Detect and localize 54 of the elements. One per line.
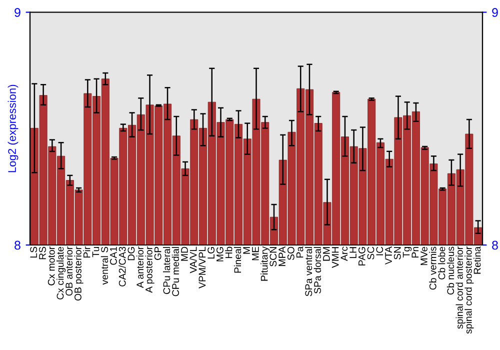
x-tick-label: SPa ventral (304, 247, 312, 296)
x-tick-label: Cb nucleus (446, 246, 454, 295)
x-tick-label: PAG (358, 247, 366, 266)
x-tick-label: VMH (332, 247, 339, 268)
x-tick-label: Pir (83, 246, 90, 258)
x-tick-label: IC (376, 246, 384, 256)
x-tick-label: Pa (296, 246, 304, 258)
x-tick-label: MG (216, 247, 224, 262)
y2-tick-label: 9 (492, 8, 498, 17)
x-tick-label: M (243, 247, 250, 254)
x-tick-label: Pn (412, 247, 418, 258)
x-tick-label: spinal cord anterior (456, 246, 465, 329)
x-tick-label: Cb vermis (429, 246, 436, 290)
x-tick-label: LH (350, 247, 356, 258)
x-tick-label: Tg (402, 247, 412, 258)
x-tick-label: spinal cord posterior (464, 246, 474, 334)
x-tick-label: MPA (278, 246, 286, 266)
y2-tick-label: 8 (492, 240, 498, 250)
x-tick-label: VPM/VPL (198, 246, 206, 288)
x-tick-label: Cx motor (48, 246, 55, 286)
x-tick-label: GP (154, 246, 162, 260)
x-tick-label: MVe (420, 246, 428, 266)
x-tick-label: SO (287, 246, 294, 260)
x-tick-label: VTA (385, 246, 392, 265)
y-axis-title: Log2 (expression) (8, 84, 18, 172)
x-tick-label: CA2/CA3 (118, 246, 126, 286)
x-tick-label: Retina (474, 246, 481, 274)
x-tick-label: SC (367, 246, 374, 260)
x-tick-label: Pineal (234, 247, 242, 273)
x-tick-label: LS (30, 246, 38, 258)
x-tick-label: OB anterior (65, 246, 73, 296)
x-tick-label: OB posterior (74, 246, 84, 300)
x-tick-label: DM (323, 247, 330, 261)
x-tick-label: ME (252, 246, 259, 260)
x-tick-label: Tu (92, 247, 100, 258)
x-tick-label: A anterior (136, 246, 144, 288)
x-tick-label: LG (208, 247, 214, 259)
x-tick-label: SPa dorsal (314, 247, 321, 294)
x-tick-label: SCN (270, 247, 277, 266)
x-tick-label: Cb lobe (438, 246, 446, 280)
x-tick-label: CPu medial (172, 247, 180, 296)
x-tick-label: A posterior (145, 246, 154, 293)
x-tick-label: Hb (225, 246, 232, 258)
x-tick-label: RS (39, 246, 46, 260)
x-tick-label: Arc (340, 246, 348, 261)
x-tick-label: DG (128, 247, 135, 260)
x-tick-label: CPu lateral (162, 247, 170, 294)
x-tick-label: ventral S (100, 246, 108, 285)
x-tick-label: SN (394, 247, 401, 260)
x-tick-label: Pituitary (260, 246, 270, 281)
x-tick-label: Cx cingulate (56, 246, 66, 300)
x-tick-label: VA/VL (190, 246, 197, 274)
x-tick-label: MD (181, 246, 188, 261)
x-tick-label: CA1 (110, 246, 117, 265)
